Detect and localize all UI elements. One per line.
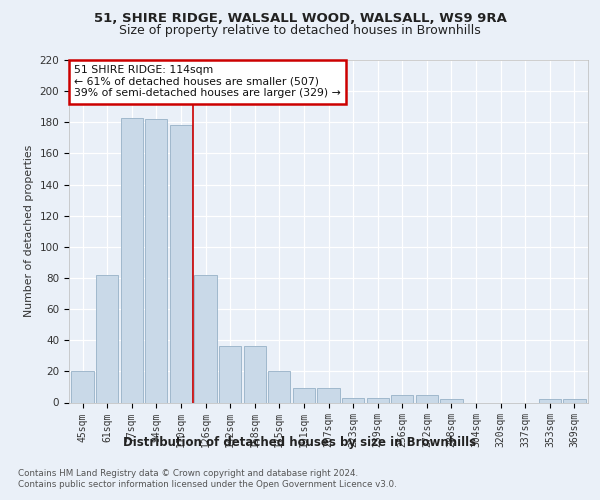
Bar (219, 346, 241, 403)
Bar (317, 388, 340, 402)
Bar (539, 400, 561, 402)
Text: 51, SHIRE RIDGE, WALSALL WOOD, WALSALL, WS9 9RA: 51, SHIRE RIDGE, WALSALL WOOD, WALSALL, … (94, 12, 506, 26)
Bar (440, 400, 463, 402)
Bar (121, 118, 143, 403)
Bar (170, 126, 192, 402)
Bar (268, 372, 290, 402)
Bar (367, 398, 389, 402)
Bar (391, 394, 413, 402)
Bar (563, 400, 586, 402)
Text: Distribution of detached houses by size in Brownhills: Distribution of detached houses by size … (124, 436, 476, 449)
Bar (244, 346, 266, 403)
Text: Contains public sector information licensed under the Open Government Licence v3: Contains public sector information licen… (18, 480, 397, 489)
Bar (194, 275, 217, 402)
Bar (145, 119, 167, 403)
Text: Size of property relative to detached houses in Brownhills: Size of property relative to detached ho… (119, 24, 481, 37)
Y-axis label: Number of detached properties: Number of detached properties (24, 145, 34, 318)
Bar (342, 398, 364, 402)
Text: 51 SHIRE RIDGE: 114sqm
← 61% of detached houses are smaller (507)
39% of semi-de: 51 SHIRE RIDGE: 114sqm ← 61% of detached… (74, 65, 341, 98)
Text: Contains HM Land Registry data © Crown copyright and database right 2024.: Contains HM Land Registry data © Crown c… (18, 469, 358, 478)
Bar (71, 372, 94, 402)
Bar (96, 275, 118, 402)
Bar (293, 388, 315, 402)
Bar (416, 394, 438, 402)
